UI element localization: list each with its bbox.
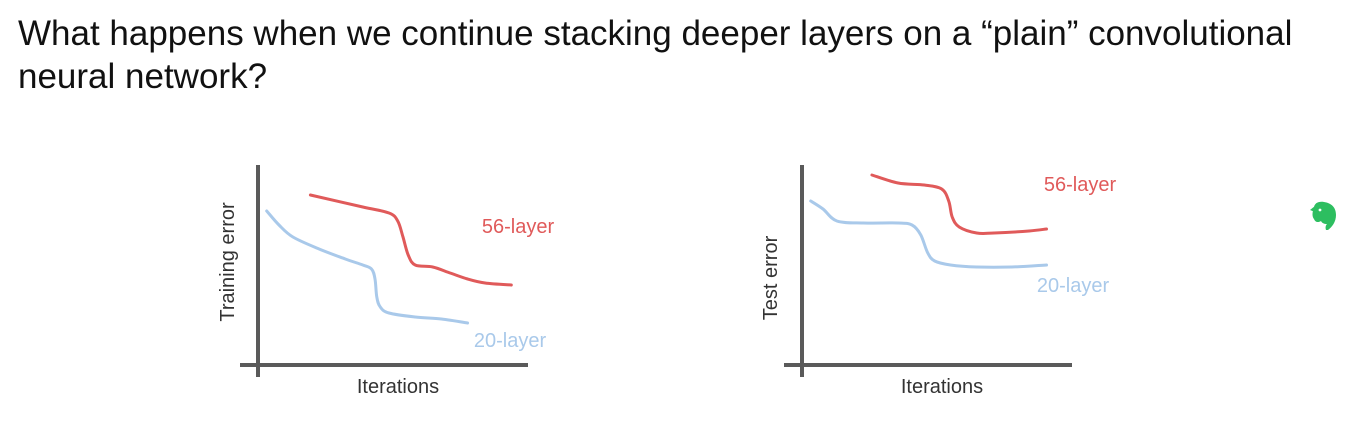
x-axis-label: Iterations <box>901 376 983 398</box>
x-axis-label: Iterations <box>357 376 439 398</box>
series-line-56-layer <box>308 193 513 287</box>
training-error-chart: Iterations Training error 56-layer 20-layer <box>217 165 555 398</box>
series-label-20-layer: 20-layer <box>474 330 547 352</box>
series-line-20-layer <box>265 209 470 325</box>
series-line-56-layer <box>870 173 1048 236</box>
series-label-56-layer: 56-layer <box>1044 174 1117 196</box>
series-line-20-layer <box>809 199 1048 269</box>
y-axis-label: Test error <box>760 235 782 320</box>
series-label-56-layer: 56-layer <box>482 216 555 238</box>
evernote-elephant-icon[interactable] <box>1307 199 1341 233</box>
series-label-20-layer: 20-layer <box>1037 275 1110 297</box>
slide-title: What happens when we continue stacking d… <box>18 14 1293 96</box>
y-axis-label: Training error <box>217 202 239 322</box>
